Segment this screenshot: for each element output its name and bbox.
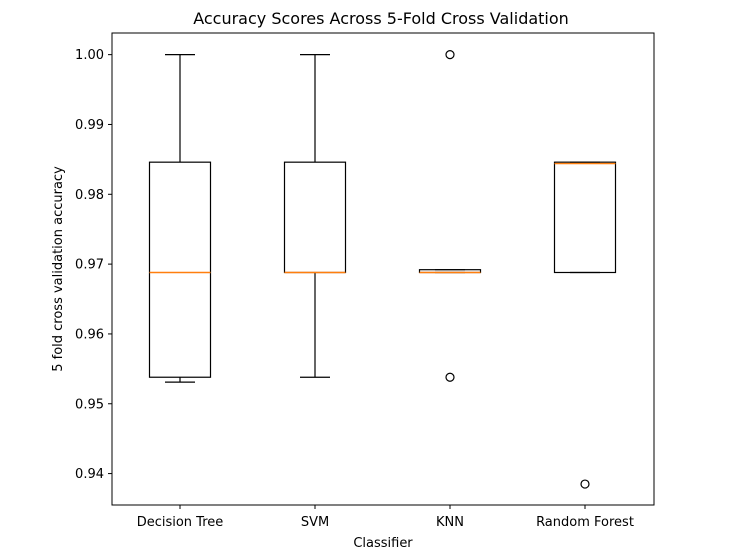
outlier-point <box>445 50 455 60</box>
box-iqr <box>283 161 347 274</box>
x-axis: Decision Tree SVM KNN Random Forest <box>137 505 634 530</box>
chart-title: Accuracy Scores Across 5-Fold Cross Vali… <box>193 9 569 28</box>
box-group <box>553 161 617 489</box>
outlier-point <box>445 372 455 382</box>
y-tick-label: 0.98 <box>75 188 104 203</box>
outlier-point <box>580 479 590 489</box>
plot-area <box>148 50 617 489</box>
x-tick-label: SVM <box>301 515 329 530</box>
y-tick-label: 0.95 <box>75 397 104 412</box>
y-tick-label: 0.96 <box>75 327 104 342</box>
box-iqr <box>553 161 617 274</box>
box-group <box>283 54 347 378</box>
box-iqr <box>148 161 212 378</box>
box-group <box>418 50 482 382</box>
x-tick-label: Decision Tree <box>137 515 224 530</box>
y-tick-label: 1.00 <box>75 48 104 63</box>
x-tick-label: Random Forest <box>536 515 634 530</box>
axes-frame <box>111 32 655 506</box>
y-tick-label: 0.99 <box>75 118 104 133</box>
y-tick-label: 0.97 <box>75 258 104 273</box>
box-group <box>148 54 212 383</box>
y-tick-label: 0.94 <box>75 467 104 482</box>
y-axis: 0.94 0.95 0.96 0.97 0.98 0.99 1.00 <box>75 48 112 482</box>
y-axis-label: 5 fold cross validation accuracy <box>51 166 66 372</box>
x-tick-label: KNN <box>436 515 464 530</box>
x-axis-label: Classifier <box>353 536 413 550</box>
